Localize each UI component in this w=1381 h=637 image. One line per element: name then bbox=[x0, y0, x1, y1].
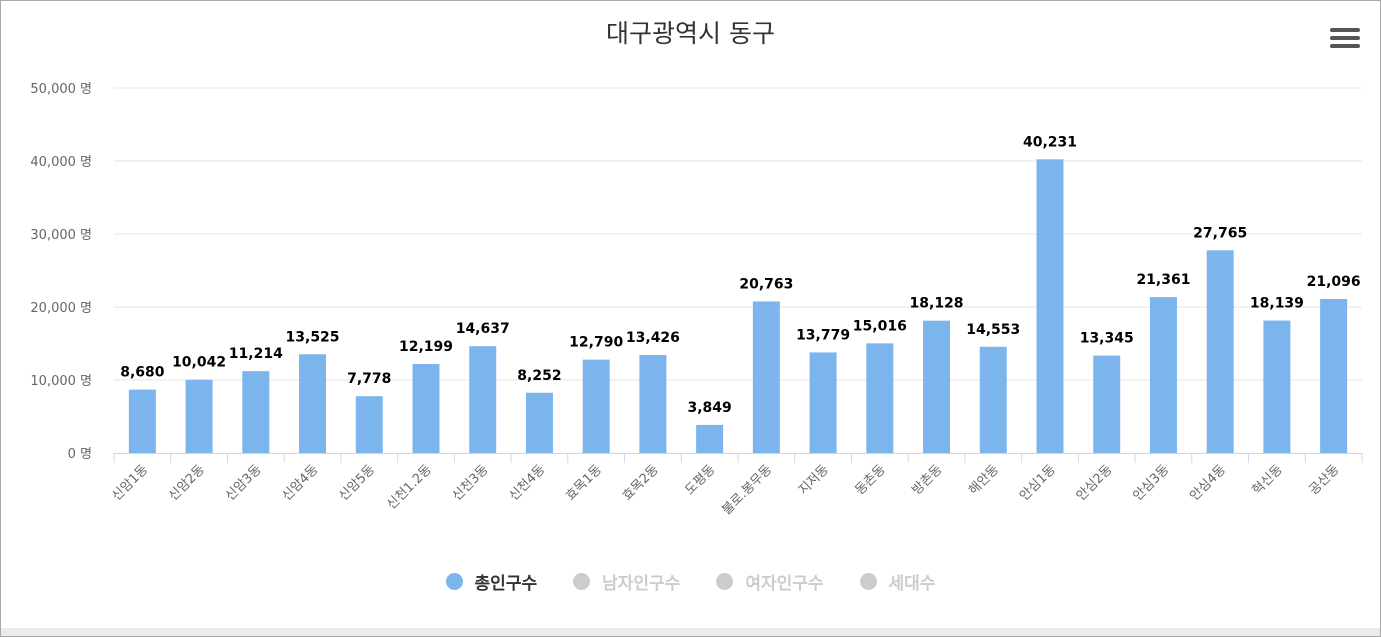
data-label: 20,763 bbox=[739, 276, 793, 292]
x-tick-label: 지저동 bbox=[796, 462, 832, 498]
y-tick-label: 50,000 명 bbox=[30, 82, 92, 97]
y-tick-label: 40,000 명 bbox=[30, 155, 92, 170]
data-label: 12,790 bbox=[569, 335, 623, 351]
x-tick-label: 효목2동 bbox=[620, 462, 662, 504]
x-tick-label: 공산동 bbox=[1306, 462, 1342, 498]
bar bbox=[923, 320, 951, 453]
y-tick-label: 10,000 명 bbox=[30, 374, 92, 389]
bar bbox=[866, 343, 894, 453]
legend-label-male: 남자인구수 bbox=[602, 574, 681, 594]
data-label: 10,042 bbox=[172, 355, 226, 371]
legend-dot-male bbox=[573, 573, 591, 590]
data-label: 15,016 bbox=[853, 318, 907, 334]
data-label: 13,345 bbox=[1080, 331, 1134, 347]
x-tick-label: 안심4동 bbox=[1187, 462, 1229, 504]
data-label: 3,849 bbox=[687, 400, 731, 416]
bar bbox=[1320, 298, 1348, 453]
bar bbox=[1206, 250, 1234, 453]
legend-item-households[interactable]: 세대수 bbox=[859, 569, 936, 594]
y-tick-label: 30,000 명 bbox=[30, 228, 92, 243]
data-label: 21,361 bbox=[1136, 272, 1190, 288]
data-label: 18,139 bbox=[1250, 296, 1304, 312]
bar bbox=[412, 363, 440, 453]
data-label: 18,128 bbox=[910, 296, 964, 312]
x-tick-label: 신천3동 bbox=[450, 462, 492, 504]
bar bbox=[1263, 320, 1291, 453]
data-label: 21,096 bbox=[1307, 274, 1361, 290]
legend-dot-female bbox=[716, 573, 734, 590]
bar bbox=[355, 396, 383, 453]
x-tick-label: 효목1동 bbox=[563, 462, 605, 504]
data-label: 14,553 bbox=[966, 322, 1020, 338]
data-label: 12,199 bbox=[399, 339, 453, 355]
x-tick-label: 안심1동 bbox=[1017, 462, 1059, 504]
data-label: 40,231 bbox=[1023, 134, 1077, 150]
data-label: 13,779 bbox=[796, 327, 850, 343]
data-label: 8,680 bbox=[120, 365, 165, 381]
y-tick-label: 20,000 명 bbox=[30, 301, 92, 316]
bar bbox=[128, 389, 156, 453]
x-tick-label: 안심3동 bbox=[1130, 462, 1172, 504]
x-tick-label: 신암4동 bbox=[280, 462, 322, 504]
x-tick-label: 신암2동 bbox=[166, 462, 208, 504]
bottom-strip bbox=[1, 628, 1380, 636]
legend-label-female: 여자인구수 bbox=[745, 574, 824, 594]
x-tick-label: 신암3동 bbox=[223, 462, 265, 504]
data-label: 13,525 bbox=[286, 329, 340, 345]
hamburger-menu-icon[interactable] bbox=[1330, 28, 1360, 52]
bar bbox=[1036, 159, 1064, 453]
bar bbox=[1093, 355, 1121, 453]
legend-label-households: 세대수 bbox=[888, 574, 936, 594]
bar bbox=[582, 359, 610, 453]
data-label: 7,778 bbox=[347, 371, 391, 387]
x-tick-label: 동촌동 bbox=[853, 462, 889, 498]
x-tick-label: 불로.봉무동 bbox=[719, 462, 775, 518]
legend-dot-total bbox=[445, 573, 463, 590]
x-tick-label: 도평동 bbox=[682, 462, 718, 498]
x-tick-label: 신암1동 bbox=[109, 462, 151, 504]
legend-item-male[interactable]: 남자인구수 bbox=[573, 569, 680, 594]
bar bbox=[752, 301, 780, 453]
data-label: 14,637 bbox=[456, 321, 510, 337]
x-tick-label: 혁신동 bbox=[1250, 462, 1286, 498]
bar bbox=[299, 354, 327, 453]
legend-item-female[interactable]: 여자인구수 bbox=[716, 569, 824, 594]
chart-title: 대구광역시 동구 bbox=[606, 19, 775, 48]
y-tick-label: 0 명 bbox=[68, 447, 92, 462]
bar bbox=[525, 392, 553, 453]
x-tick-label: 신암5동 bbox=[336, 462, 378, 504]
data-label: 8,252 bbox=[517, 368, 561, 384]
bar bbox=[979, 346, 1007, 453]
data-label: 27,765 bbox=[1193, 225, 1247, 241]
legend: 총인구수 남자인구수 여자인구수 세대수 bbox=[0, 569, 1381, 594]
x-tick-label: 안심2동 bbox=[1074, 462, 1116, 504]
x-tick-label: 해안동 bbox=[966, 462, 1002, 498]
legend-item-total[interactable]: 총인구수 bbox=[445, 569, 538, 594]
legend-dot-households bbox=[859, 573, 877, 590]
data-label: 13,426 bbox=[626, 330, 680, 346]
bar bbox=[1149, 297, 1177, 453]
x-tick-label: 신천1.2동 bbox=[384, 462, 435, 513]
bar bbox=[639, 354, 667, 453]
bar bbox=[469, 346, 497, 453]
bar bbox=[809, 352, 837, 453]
bar bbox=[696, 424, 724, 453]
x-tick-label: 방촌동 bbox=[909, 462, 945, 498]
legend-label-total: 총인구수 bbox=[474, 574, 538, 594]
bar bbox=[185, 379, 213, 453]
bar bbox=[242, 371, 270, 453]
x-tick-label: 신천4동 bbox=[506, 462, 548, 504]
data-label: 11,214 bbox=[229, 346, 283, 362]
